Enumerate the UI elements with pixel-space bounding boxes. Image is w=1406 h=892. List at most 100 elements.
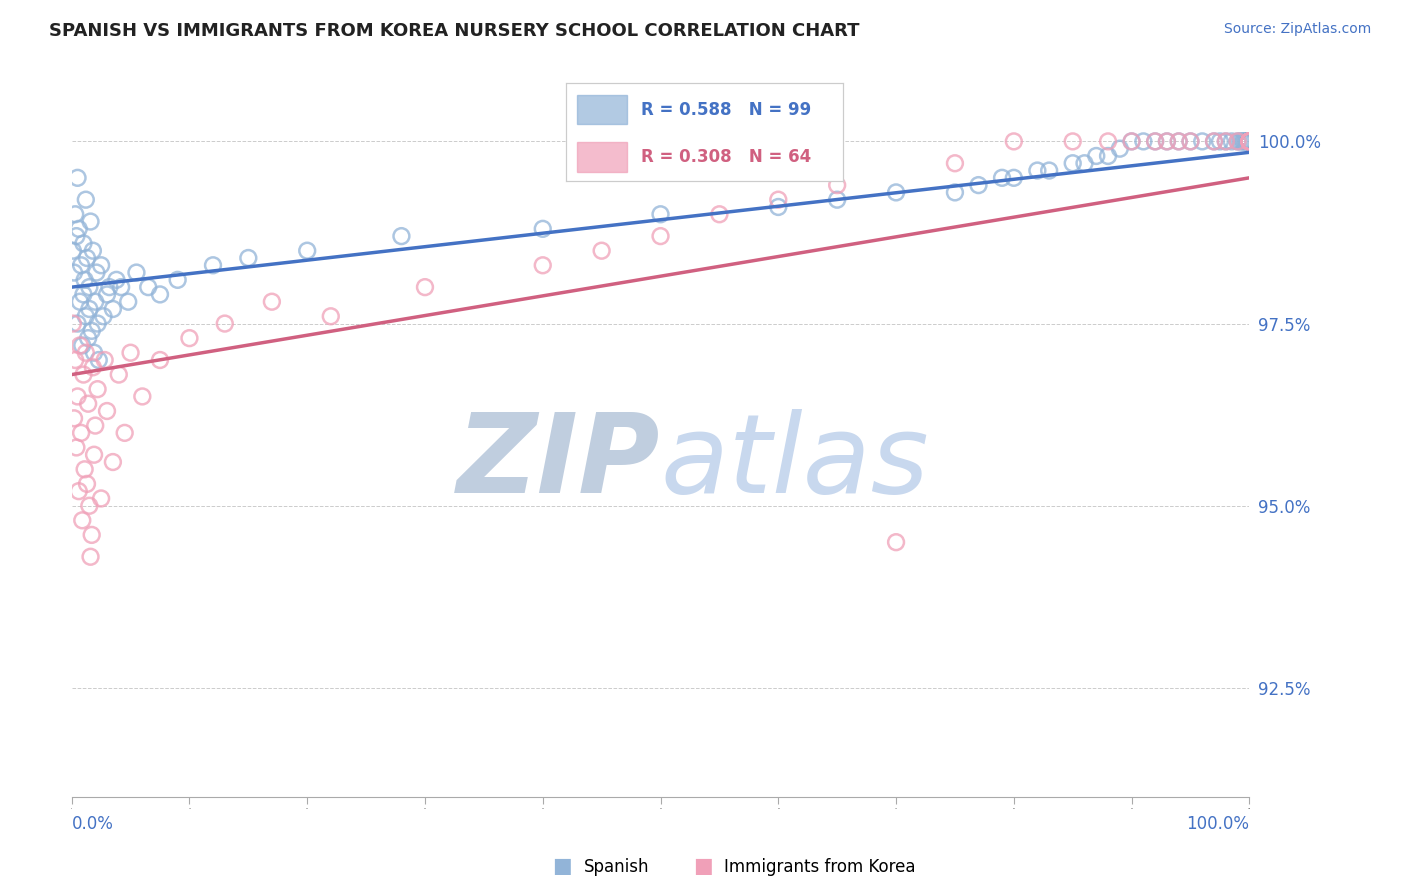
Point: [80, 528, 103, 542]
Point: [67, 222, 90, 236]
Point: [1202, 135, 1225, 149]
Point: [1239, 135, 1261, 149]
Point: [1121, 135, 1143, 149]
Point: [1239, 135, 1261, 149]
Point: [72, 513, 94, 527]
Point: [650, 207, 672, 221]
Point: [93, 310, 115, 324]
Point: [1220, 135, 1243, 149]
Point: [77, 397, 100, 411]
Point: [66, 317, 89, 331]
Point: [531, 258, 554, 272]
Point: [1215, 135, 1237, 149]
Point: [98, 280, 121, 294]
Point: [86, 382, 108, 396]
Point: [214, 317, 236, 331]
Point: [991, 170, 1014, 185]
Point: [1132, 135, 1154, 149]
Point: [75, 345, 97, 359]
Point: [1239, 135, 1261, 149]
Text: 100.0%: 100.0%: [1187, 815, 1250, 833]
Point: [79, 214, 101, 228]
Point: [1239, 135, 1261, 149]
Point: [65, 441, 87, 455]
Point: [709, 207, 731, 221]
Point: [1239, 135, 1261, 149]
Point: [83, 448, 105, 462]
Point: [79, 549, 101, 564]
Point: [1239, 135, 1261, 149]
Point: [62, 317, 84, 331]
Point: [63, 266, 86, 280]
Point: [72, 287, 94, 301]
Point: [1002, 170, 1025, 185]
Point: [149, 287, 172, 301]
Point: [131, 389, 153, 403]
Point: [1239, 135, 1261, 149]
Point: [1144, 135, 1167, 149]
Point: [1026, 163, 1049, 178]
Point: [1239, 135, 1261, 149]
Point: [72, 368, 94, 382]
Point: [1167, 135, 1189, 149]
Point: [166, 273, 188, 287]
Point: [87, 353, 110, 368]
Point: [1226, 135, 1249, 149]
Point: [1239, 135, 1261, 149]
Text: Immigrants from Korea: Immigrants from Korea: [724, 858, 915, 876]
Point: [136, 280, 159, 294]
Point: [83, 345, 105, 359]
Point: [82, 360, 104, 375]
Point: [1239, 135, 1261, 149]
Point: [72, 338, 94, 352]
Point: [86, 266, 108, 280]
Point: [1239, 135, 1261, 149]
Point: [63, 207, 86, 221]
Point: [101, 455, 124, 469]
Text: Source: ZipAtlas.com: Source: ZipAtlas.com: [1223, 22, 1371, 37]
Point: [101, 301, 124, 316]
Point: [179, 331, 201, 345]
Point: [1239, 135, 1261, 149]
Point: [82, 244, 104, 258]
Point: [1226, 135, 1249, 149]
Point: [1062, 135, 1084, 149]
Point: [110, 280, 132, 294]
Point: [62, 244, 84, 258]
Point: [77, 331, 100, 345]
Point: [76, 476, 98, 491]
Point: [531, 222, 554, 236]
Point: [1236, 135, 1258, 149]
Point: [63, 411, 86, 425]
Point: [66, 389, 89, 403]
Point: [1097, 135, 1119, 149]
Point: [1121, 135, 1143, 149]
Point: [1202, 135, 1225, 149]
Text: ■: ■: [693, 856, 713, 876]
Point: [75, 310, 97, 324]
Point: [825, 193, 848, 207]
Point: [1239, 135, 1261, 149]
Point: [297, 244, 319, 258]
Point: [1239, 135, 1261, 149]
Point: [117, 294, 139, 309]
Text: Spanish: Spanish: [583, 858, 650, 876]
Point: [260, 294, 283, 309]
Point: [1239, 135, 1261, 149]
Point: [69, 338, 91, 352]
Point: [201, 258, 224, 272]
Point: [120, 345, 142, 359]
Text: SPANISH VS IMMIGRANTS FROM KOREA NURSERY SCHOOL CORRELATION CHART: SPANISH VS IMMIGRANTS FROM KOREA NURSERY…: [49, 22, 859, 40]
Point: [105, 273, 128, 287]
Point: [1156, 135, 1178, 149]
Point: [1237, 135, 1260, 149]
Point: [86, 317, 108, 331]
Point: [1239, 135, 1261, 149]
Point: [1156, 135, 1178, 149]
Point: [1038, 163, 1060, 178]
Point: [1239, 135, 1261, 149]
Point: [768, 193, 790, 207]
Point: [1215, 135, 1237, 149]
Text: ZIP: ZIP: [457, 409, 661, 516]
Point: [1229, 135, 1251, 149]
